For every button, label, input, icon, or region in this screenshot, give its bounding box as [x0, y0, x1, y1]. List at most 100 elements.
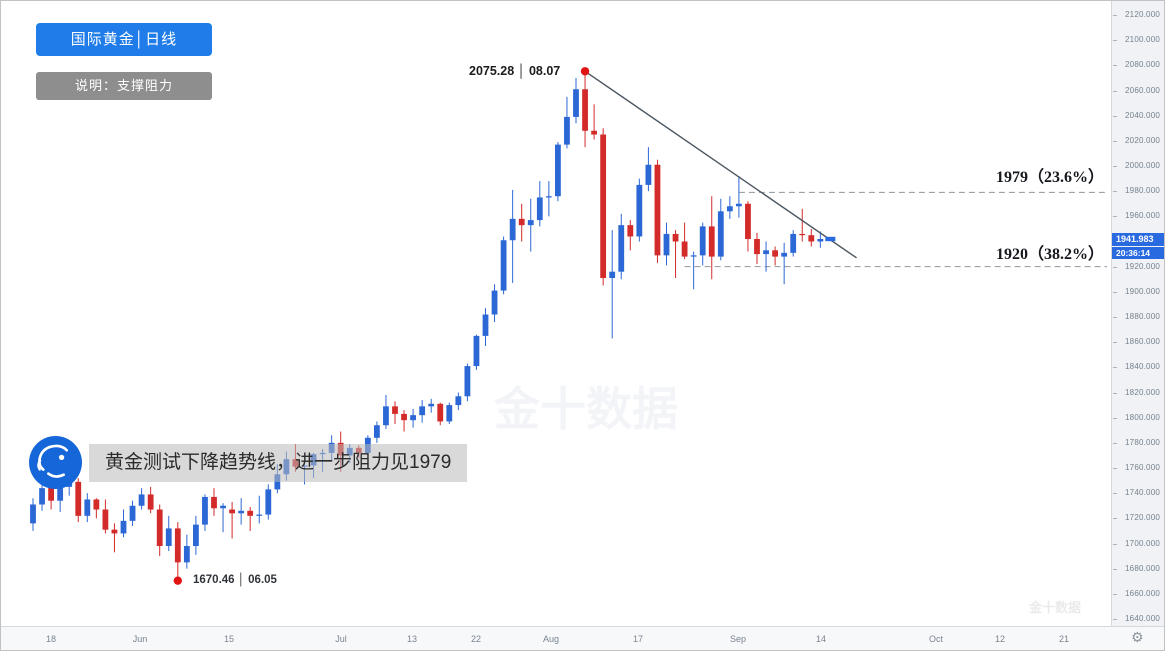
y-axis-label: 1980.000 [1112, 186, 1160, 195]
candle [690, 251, 697, 290]
candle [247, 507, 254, 531]
x-axis-label: 12 [994, 634, 1006, 644]
candle [75, 478, 82, 523]
candle [781, 242, 788, 285]
candle [473, 334, 480, 370]
candle [183, 534, 190, 569]
y-axis-label: 1780.000 [1112, 438, 1160, 447]
settings-gear-icon[interactable]: ⚙ [1131, 629, 1144, 645]
y-axis-label: 1760.000 [1112, 463, 1160, 472]
candle [165, 515, 172, 552]
candle [681, 222, 688, 260]
y-axis-label: 1920.000 [1112, 262, 1160, 271]
low-annotation: 1670.46 │ 06.05 [193, 574, 277, 586]
y-axis-label: 1820.000 [1112, 388, 1160, 397]
candle [582, 71, 588, 148]
candle [437, 402, 444, 426]
fib-level-label-1979: 1979（23.6%） [995, 169, 1104, 186]
x-axis-label: Jun [132, 634, 148, 644]
y-axis-label: 1860.000 [1112, 337, 1160, 346]
candle [726, 196, 733, 219]
y-axis-label: 1800.000 [1112, 413, 1160, 422]
candle [482, 308, 489, 346]
x-axis-label: 13 [406, 634, 418, 644]
time-axis[interactable]: 18 Jun 15 Jul 13 22 Aug 17 Sep 14 Oct 12 21 [1, 626, 1164, 650]
candle [138, 488, 145, 510]
candle [374, 421, 380, 443]
candle [772, 246, 778, 266]
candle [591, 104, 597, 140]
candle [401, 410, 407, 432]
candle [708, 196, 715, 280]
candle [618, 213, 625, 280]
candle [229, 501, 235, 539]
candle [500, 236, 507, 295]
candle [717, 198, 724, 261]
candle [446, 402, 453, 424]
candle [211, 488, 217, 516]
candle [763, 241, 769, 272]
candle [799, 208, 806, 242]
y-axis-label: 1900.000 [1112, 287, 1160, 296]
y-axis-label: 1880.000 [1112, 312, 1160, 321]
y-axis-label: 1660.000 [1112, 589, 1160, 598]
candle [383, 395, 389, 429]
candle [156, 504, 163, 557]
y-axis-label: 2040.000 [1112, 111, 1160, 120]
y-axis-label: 2000.000 [1112, 161, 1160, 170]
candle [174, 522, 181, 581]
x-axis-label: 18 [45, 634, 57, 644]
brand-avatar-icon [28, 435, 83, 490]
y-axis-label: 1700.000 [1112, 539, 1160, 548]
candle [518, 203, 525, 242]
x-axis-label: 22 [470, 634, 482, 644]
candle [672, 230, 679, 278]
candle [428, 398, 435, 413]
y-axis-label: 1720.000 [1112, 513, 1160, 522]
candle [555, 142, 561, 202]
y-axis-label: 2080.000 [1112, 60, 1160, 69]
symbol-timeframe-button[interactable]: 国际黄金│日线 [36, 23, 212, 56]
candle [645, 147, 652, 192]
candle [736, 176, 742, 218]
candle [491, 284, 498, 323]
x-axis-label: Sep [729, 634, 747, 644]
candle [745, 201, 751, 252]
last-price-tag: 1941.983 [1112, 232, 1164, 246]
price-axis[interactable]: 2120.000 2100.000 2080.000 2060.000 2040.000… [1111, 1, 1164, 626]
candle [790, 230, 797, 257]
candle [609, 230, 616, 339]
candle [30, 498, 36, 531]
x-axis-label: 15 [223, 634, 235, 644]
candle [102, 499, 109, 534]
y-axis-label: 1740.000 [1112, 488, 1160, 497]
y-axis-label: 1840.000 [1112, 362, 1160, 371]
candle [147, 486, 154, 514]
candle [817, 231, 824, 248]
candle [220, 503, 226, 533]
candle [419, 400, 426, 423]
candle [410, 408, 416, 428]
y-axis-label: 2060.000 [1112, 86, 1160, 95]
candle [238, 498, 245, 525]
candle [627, 220, 634, 251]
descending-trendline[interactable] [584, 70, 857, 259]
peak-marker-dot [580, 67, 590, 76]
countdown-tag: 20:36:14 [1112, 246, 1164, 259]
candle [84, 493, 91, 523]
candle [202, 494, 208, 531]
candle [600, 128, 607, 286]
x-axis-label: Aug [542, 634, 560, 644]
candle [808, 228, 815, 247]
candle [636, 178, 643, 242]
y-axis-label: 2020.000 [1112, 136, 1160, 145]
callout-banner: 黄金测试下降趋势线，进一步阻力见1979 [89, 444, 468, 482]
legend-toggle-button[interactable]: 说明：支撑阻力 [36, 72, 212, 100]
candle [193, 515, 199, 555]
candle [699, 222, 706, 266]
x-axis-label: 17 [632, 634, 644, 644]
candle [392, 401, 398, 424]
x-axis-label: 21 [1058, 634, 1070, 644]
low-marker-dot [173, 576, 182, 585]
